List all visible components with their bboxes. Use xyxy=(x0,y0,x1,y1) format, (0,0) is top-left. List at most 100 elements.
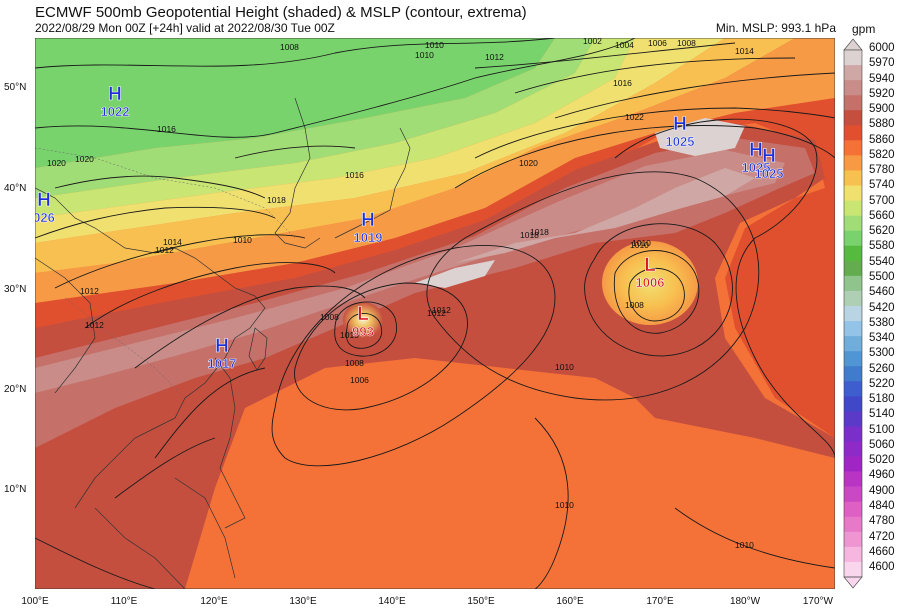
colorbar-level-label: 5700 xyxy=(869,194,895,207)
colorbar-level-label: 4660 xyxy=(869,545,895,558)
high-letter: H xyxy=(673,114,687,135)
colorbar-level-label: 5260 xyxy=(869,362,895,375)
high-value: 1017 xyxy=(208,356,237,371)
isobar-label: 1020 xyxy=(75,154,94,164)
colorbar-cell xyxy=(844,546,862,563)
colorbar-cell xyxy=(844,170,862,186)
colorbar-cell xyxy=(844,185,862,201)
latitude-label: 30°N xyxy=(4,284,27,295)
colorbar-level-label: 6000 xyxy=(869,42,895,54)
isobar-label: 1008 xyxy=(625,300,644,310)
coastlines xyxy=(35,97,411,589)
longitude-label: 180°W xyxy=(729,596,761,607)
colorbar-cell xyxy=(844,305,862,322)
isobar-label: 1020 xyxy=(47,158,66,168)
latitude-label: 20°N xyxy=(4,384,27,395)
isobar-label: 1006 xyxy=(648,38,667,48)
isobar-label: 1012 xyxy=(432,305,451,315)
isobar-label: 1022 xyxy=(625,112,644,122)
colorbar-level-label: 5020 xyxy=(869,454,895,467)
colorbar-level-label: 5780 xyxy=(869,164,895,177)
colorbar-bottom-arrow xyxy=(843,576,863,589)
isobar-label: 1008 xyxy=(320,312,339,322)
colorbar-cell xyxy=(844,260,862,277)
high-letter: H xyxy=(215,336,229,357)
longitude-label: 110°E xyxy=(110,596,138,607)
height-band-5780 xyxy=(35,38,795,273)
map-title: ECMWF 500mb Geopotential Height (shaded)… xyxy=(35,4,527,21)
low-letter: L xyxy=(357,304,369,325)
colorbar-cell xyxy=(844,486,862,503)
longitude-label: 150°E xyxy=(467,596,495,607)
colorbar-cell xyxy=(844,110,862,126)
colorbar-level-label: 5100 xyxy=(869,423,895,436)
isobar-label: 1010 xyxy=(735,540,754,550)
colorbar-cell xyxy=(844,336,862,352)
colorbar-level-label: 5380 xyxy=(869,316,895,329)
colorbar-level-label: 5660 xyxy=(869,209,895,222)
colorbar-level-label: 4720 xyxy=(869,530,895,543)
high-letter: H xyxy=(37,190,51,211)
isobar-label: 1020 xyxy=(519,158,538,168)
isobar-label: 1010 xyxy=(555,500,574,510)
low-value: 993 xyxy=(352,324,374,339)
colorbar-cell xyxy=(844,411,862,427)
colorbar-cell xyxy=(844,396,862,412)
low-value: 1006 xyxy=(636,275,665,290)
isobar-label: 1012 xyxy=(427,308,446,318)
colorbar-cell xyxy=(844,441,862,457)
isobar-label: 1016 xyxy=(157,124,176,134)
low-core-west xyxy=(343,302,383,338)
colorbar-level-label: 5920 xyxy=(869,87,895,100)
isobar-label: 1014 xyxy=(163,237,182,247)
isobar-labels: 1010 1012 1008 1016 1018 1020 1002 1004 1006 1008… xyxy=(47,38,754,550)
colorbar-cell xyxy=(844,501,862,518)
isobar-label: 1012 xyxy=(85,320,104,330)
isobar-label: 1010 xyxy=(555,362,574,372)
height-band-5970b xyxy=(415,260,495,288)
colorbar-level-label: 5970 xyxy=(869,57,895,70)
high-letter: H xyxy=(361,210,375,231)
colorbar-cell xyxy=(844,531,862,548)
colorbar-level-label: 5220 xyxy=(869,377,895,390)
high-letter: H xyxy=(108,84,122,105)
colorbar-level-label: 5900 xyxy=(869,103,895,116)
height-band-5940 xyxy=(455,168,755,263)
colorbar-level-label: 5860 xyxy=(869,133,895,146)
high-value: 1025 xyxy=(666,134,695,149)
isobar-label: 1010 xyxy=(425,40,444,50)
colorbar-cell xyxy=(844,215,862,231)
isobar-label: 1004 xyxy=(615,40,634,50)
colorbar-cell xyxy=(844,230,862,247)
valid-time: 2022/08/29 Mon 00Z [+24h] valid at 2022/… xyxy=(35,21,335,35)
high-value: 026 xyxy=(35,210,55,225)
height-band-5880 xyxy=(35,123,835,589)
height-band-5920 xyxy=(35,150,785,393)
colorbar-level-label: 5340 xyxy=(869,332,895,345)
colorbar-cell xyxy=(844,80,862,96)
isobar-label: 1012 xyxy=(485,52,504,62)
isobar-label: 1006 xyxy=(350,375,369,385)
weather-map: 1010 1012 1008 1016 1018 1020 1002 1004 1006 1008… xyxy=(35,38,835,589)
isobar-label: 1012 xyxy=(80,286,99,296)
colorbar-cell xyxy=(844,275,862,292)
latitude-label: 10°N xyxy=(4,484,27,495)
colorbar-level-label: 5500 xyxy=(869,271,895,283)
colorbar-top-arrow xyxy=(843,38,863,51)
colorbar-level-label: 5460 xyxy=(869,286,895,299)
colorbar-cell xyxy=(844,561,862,578)
colorbar-level-label: 5540 xyxy=(869,255,895,268)
colorbar-cell xyxy=(844,155,862,171)
height-band-5620 xyxy=(35,38,555,168)
colorbar-level-label: 5820 xyxy=(869,148,895,161)
latitude-label: 40°N xyxy=(4,183,27,194)
longitude-label: 120°E xyxy=(200,596,228,607)
colorbar-cell xyxy=(844,366,862,382)
